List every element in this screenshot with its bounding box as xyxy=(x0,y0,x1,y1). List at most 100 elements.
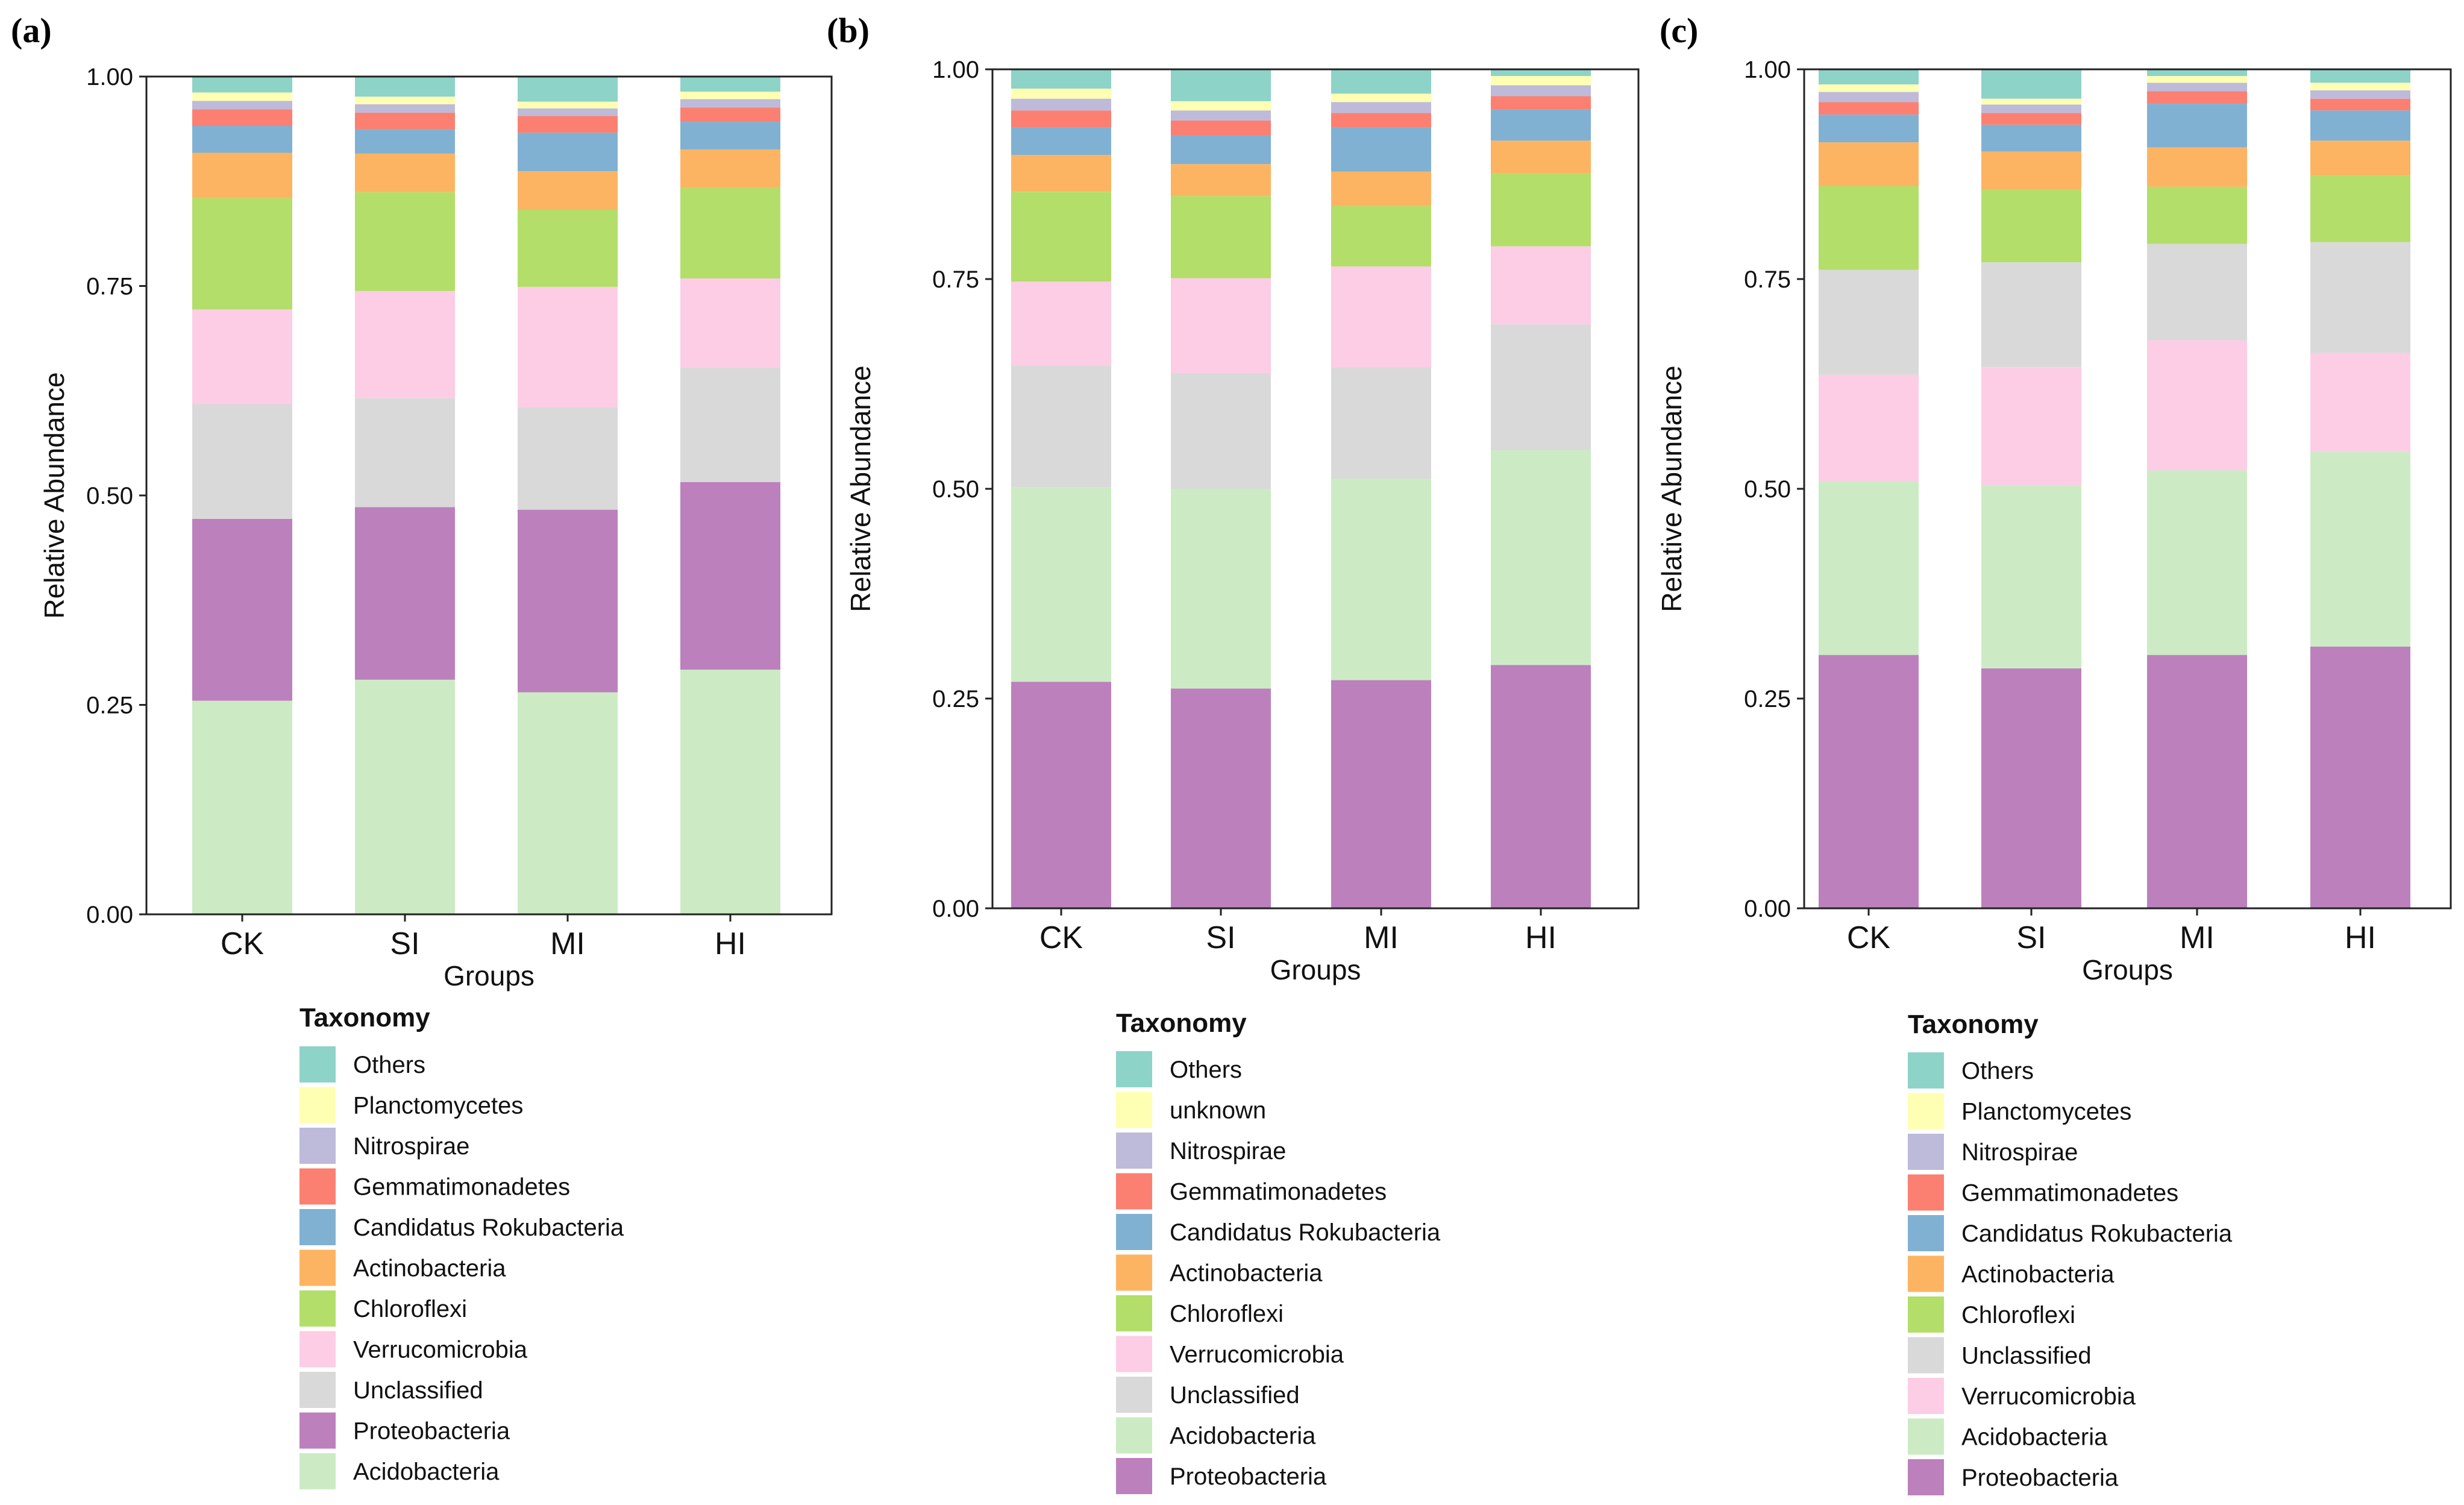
bar-segment-ck-nitrospirae xyxy=(1011,98,1111,111)
bar-segment-si-actinobacteria xyxy=(1171,164,1271,196)
bar-segment-ck-candidatus-rokubacteria xyxy=(192,126,292,153)
bar-segment-hi-unclassified xyxy=(2310,242,2410,353)
legend-swatch xyxy=(1908,1174,1944,1211)
bar-segment-si-acidobacteria xyxy=(1981,485,2081,668)
legend-label: Verrucomicrobia xyxy=(353,1337,528,1363)
legend-label: Gemmatimonadetes xyxy=(1170,1179,1387,1205)
bar-segment-ck-chloroflexi xyxy=(192,198,292,310)
bar-segment-hi-others xyxy=(2310,69,2410,83)
bar-segment-si-nitrospirae xyxy=(1981,104,2081,113)
y-tick-label: 0.50 xyxy=(1744,476,1791,503)
bar-segment-mi-acidobacteria xyxy=(2147,470,2247,655)
bar-segment-mi-acidobacteria xyxy=(518,692,618,914)
bar-segment-mi-others xyxy=(1331,69,1431,94)
legend-swatch xyxy=(1908,1337,1944,1374)
y-axis-title: Relative Abundance xyxy=(1656,365,1687,612)
bar-segment-ck-planctomycetes xyxy=(192,92,292,101)
bar-segment-hi-others xyxy=(1491,69,1591,77)
y-tick-label: 1.00 xyxy=(1744,57,1791,83)
bar-segment-ck-verrucomicrobia xyxy=(192,309,292,404)
bar-segment-mi-planctomycetes xyxy=(518,101,618,108)
bar-segment-si-nitrospirae xyxy=(1171,110,1271,121)
bar-segment-si-gemmatimonadetes xyxy=(355,112,455,130)
bar-segment-ck-proteobacteria xyxy=(1011,682,1111,908)
legend-swatch xyxy=(1908,1134,1944,1170)
x-tick-label: SI xyxy=(390,926,419,961)
bar-segment-hi-verrucomicrobia xyxy=(1491,246,1591,325)
y-tick-label: 0.75 xyxy=(1744,266,1791,293)
bar-segment-hi-gemmatimonadetes xyxy=(680,107,780,122)
legend-label: Acidobacteria xyxy=(1170,1423,1316,1450)
legend-swatch xyxy=(299,1249,336,1286)
legend-label: Gemmatimonadetes xyxy=(353,1174,570,1201)
bar-segment-mi-chloroflexi xyxy=(2147,186,2247,244)
bar-segment-mi-nitrospirae xyxy=(2147,83,2247,92)
legend: Taxonomy Others Planctomycetes Nitrospirae G… xyxy=(299,1003,624,1489)
bar-segment-ck-actinobacteria xyxy=(1819,142,1919,186)
bar-segment-mi-proteobacteria xyxy=(1331,680,1431,908)
bar-segment-mi-candidatus-rokubacteria xyxy=(1331,127,1431,172)
bar-segment-ck-others xyxy=(1011,69,1111,89)
bar-segment-si-planctomycetes xyxy=(1981,98,2081,105)
legend-swatch xyxy=(299,1168,336,1205)
bar-segment-mi-actinobacteria xyxy=(2147,147,2247,187)
bar-segment-hi-chloroflexi xyxy=(2310,175,2410,242)
bar-segment-hi-planctomycetes xyxy=(2310,83,2410,90)
bar-segment-mi-verrucomicrobia xyxy=(2147,340,2247,471)
bar-segment-hi-planctomycetes xyxy=(680,92,780,99)
legend-label: Nitrospirae xyxy=(1961,1139,2078,1166)
bar-segment-hi-actinobacteria xyxy=(680,149,780,188)
legend-label: Unclassified xyxy=(1961,1343,2092,1369)
x-axis-title: Groups xyxy=(2082,954,2173,985)
bar-segment-hi-acidobacteria xyxy=(1491,450,1591,665)
bar-segment-ck-unclassified xyxy=(192,404,292,519)
chart-panel-b: (b) 0.00 0.25 0.50 0.75 1.00 CK SI MI HI Groups Rel… xyxy=(827,11,1640,1494)
legend-swatch xyxy=(299,1290,336,1327)
bar-segment-mi-others xyxy=(2147,69,2247,77)
legend-swatch xyxy=(1116,1336,1152,1372)
bar-segment-hi-chloroflexi xyxy=(680,187,780,278)
bar-segment-mi-gemmatimonadetes xyxy=(518,116,618,133)
y-tick-label: 0.00 xyxy=(86,902,133,928)
legend-title: Taxonomy xyxy=(1116,1008,1247,1038)
bar-segment-si-unclassified xyxy=(1981,262,2081,368)
legend-label: Verrucomicrobia xyxy=(1170,1342,1344,1368)
legend-swatch xyxy=(1908,1296,1944,1333)
legend-label: Actinobacteria xyxy=(353,1255,506,1282)
bar-segment-mi-nitrospirae xyxy=(1331,102,1431,113)
legend-label: Acidobacteria xyxy=(1961,1424,2108,1451)
bar-segment-hi-chloroflexi xyxy=(1491,173,1591,247)
legend-swatch xyxy=(299,1128,336,1164)
legend-swatch xyxy=(299,1087,336,1123)
bar-segment-mi-unknown xyxy=(1331,93,1431,102)
legend-label: Planctomycetes xyxy=(1961,1099,2131,1125)
legend-swatch xyxy=(1908,1418,1944,1455)
bar-segment-mi-unclassified xyxy=(1331,367,1431,479)
bar-segment-hi-verrucomicrobia xyxy=(680,278,780,368)
y-tick-label: 1.00 xyxy=(86,64,133,90)
bar-segment-ck-unknown xyxy=(1011,89,1111,99)
bar-segment-ck-candidatus-rokubacteria xyxy=(1011,127,1111,155)
bar-segment-hi-candidatus-rokubacteria xyxy=(2310,110,2410,141)
bar-segment-mi-proteobacteria xyxy=(518,509,618,693)
legend-swatch xyxy=(1908,1052,1944,1089)
bar-segment-ck-unclassified xyxy=(1011,365,1111,488)
bar-segment-mi-actinobacteria xyxy=(518,171,618,210)
legend: Taxonomy Others unknown Nitrospirae Gemmatim… xyxy=(1116,1008,1441,1494)
legend-swatch xyxy=(1116,1295,1152,1331)
bar-segment-ck-gemmatimonadetes xyxy=(1011,110,1111,128)
bar-segment-si-planctomycetes xyxy=(355,96,455,104)
legend-label: unknown xyxy=(1170,1098,1266,1124)
bar-segment-ck-others xyxy=(192,77,292,93)
legend-label: Planctomycetes xyxy=(353,1093,523,1119)
panel-label: (c) xyxy=(1660,11,1698,50)
x-axis-title: Groups xyxy=(1270,954,1361,985)
bar-segment-si-others xyxy=(355,77,455,97)
bar-segment-mi-chloroflexi xyxy=(518,210,618,287)
x-axis-title: Groups xyxy=(444,960,534,991)
x-tick-label: HI xyxy=(2345,920,2376,955)
bar-segment-hi-proteobacteria xyxy=(1491,665,1591,908)
bar-segment-mi-gemmatimonadetes xyxy=(1331,113,1431,128)
legend-swatch xyxy=(1116,1051,1152,1087)
